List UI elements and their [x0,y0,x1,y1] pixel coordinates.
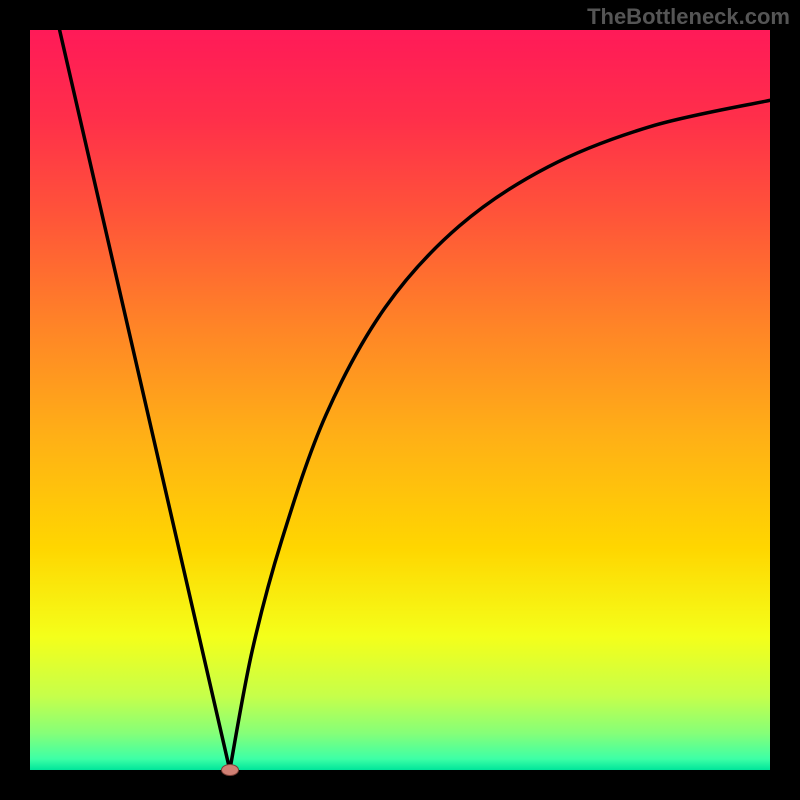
bottleneck-curve [30,30,770,770]
chart-frame: TheBottleneck.com [0,0,800,800]
plot-area [30,30,770,770]
optimum-marker [221,764,239,776]
watermark-text: TheBottleneck.com [587,4,790,30]
